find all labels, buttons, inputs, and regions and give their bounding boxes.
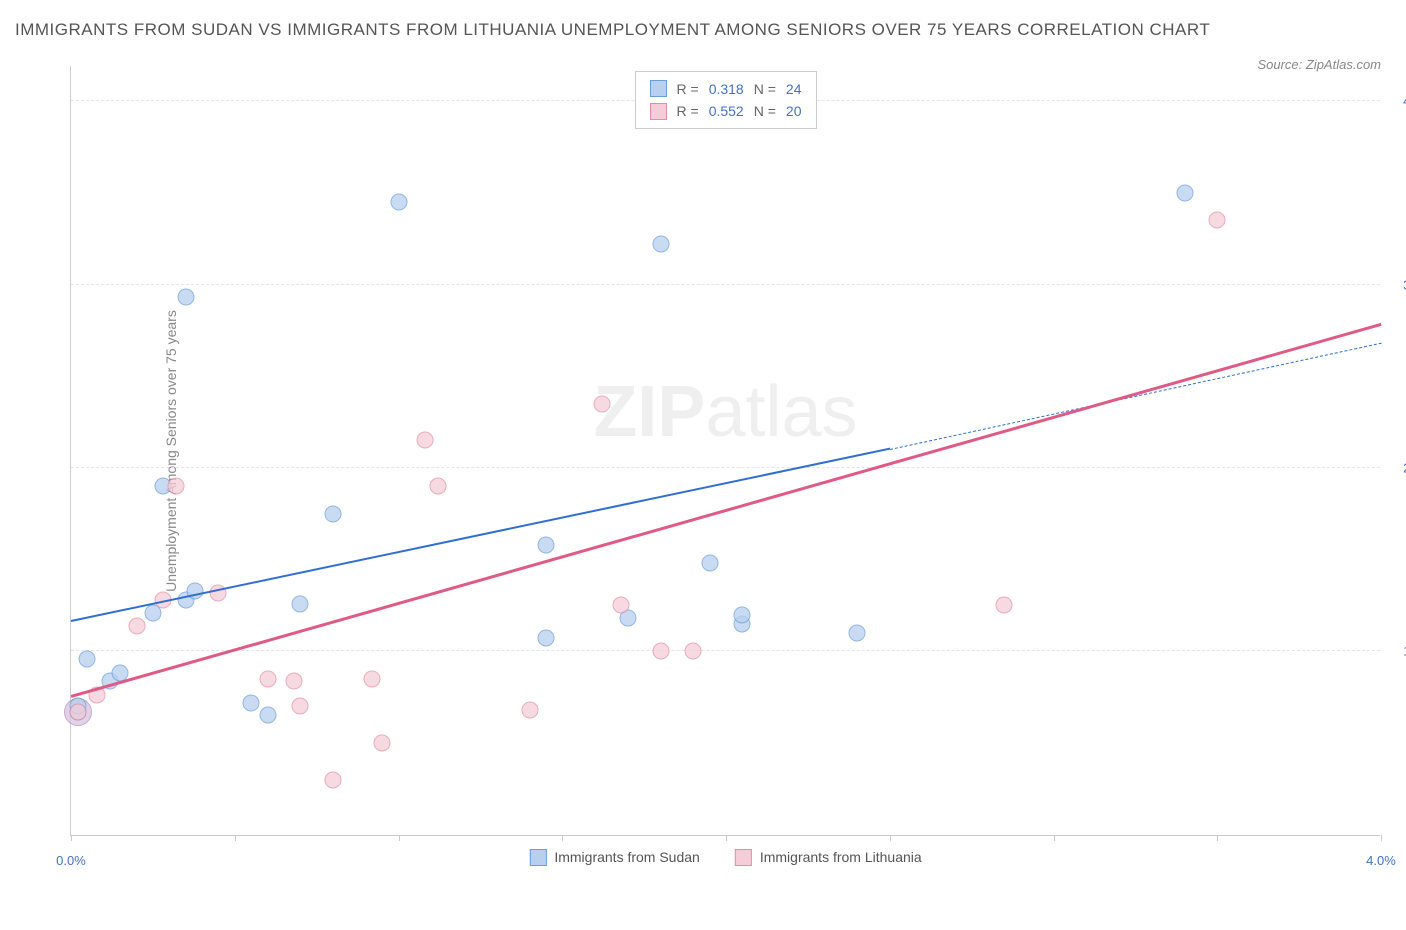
legend-swatch-sudan bbox=[529, 849, 546, 866]
scatter-point-sudan bbox=[79, 650, 96, 667]
scatter-point-lithuania bbox=[325, 771, 342, 788]
gridline-h bbox=[71, 650, 1380, 651]
trend-line bbox=[71, 448, 890, 622]
scatter-point-lithuania bbox=[613, 597, 630, 614]
x-tick bbox=[71, 835, 72, 841]
legend-stats-row: R = 0.318 N = 24 bbox=[650, 78, 802, 100]
x-tick bbox=[726, 835, 727, 841]
scatter-point-lithuania bbox=[429, 478, 446, 495]
legend-label: Immigrants from Lithuania bbox=[760, 849, 922, 865]
x-tick bbox=[1054, 835, 1055, 841]
scatter-point-lithuania bbox=[652, 643, 669, 660]
scatter-point-sudan bbox=[390, 194, 407, 211]
scatter-point-lithuania bbox=[521, 701, 538, 718]
legend-swatch-lithuania bbox=[650, 103, 667, 120]
n-value: 20 bbox=[786, 100, 802, 122]
watermark: ZIPatlas bbox=[593, 371, 857, 453]
scatter-point-sudan bbox=[292, 595, 309, 612]
legend-bottom: Immigrants from Sudan Immigrants from Li… bbox=[529, 849, 921, 866]
scatter-point-sudan bbox=[652, 236, 669, 253]
plot-area: ZIPatlas R = 0.318 N = 24 R = 0.552 N = … bbox=[70, 66, 1380, 836]
x-tick bbox=[1217, 835, 1218, 841]
scatter-point-sudan bbox=[701, 555, 718, 572]
legend-label: Immigrants from Sudan bbox=[554, 849, 700, 865]
r-value: 0.552 bbox=[709, 100, 744, 122]
scatter-point-lithuania bbox=[259, 670, 276, 687]
legend-item-lithuania: Immigrants from Lithuania bbox=[735, 849, 922, 866]
legend-item-sudan: Immigrants from Sudan bbox=[529, 849, 700, 866]
scatter-point-lithuania bbox=[69, 703, 86, 720]
scatter-point-sudan bbox=[177, 289, 194, 306]
plot-container: Unemployment Among Seniors over 75 years… bbox=[70, 66, 1391, 836]
n-label: N = bbox=[754, 100, 776, 122]
n-label: N = bbox=[754, 78, 776, 100]
scatter-point-lithuania bbox=[167, 478, 184, 495]
scatter-point-sudan bbox=[734, 606, 751, 623]
scatter-point-lithuania bbox=[685, 643, 702, 660]
trend-line bbox=[71, 322, 1382, 697]
x-tick bbox=[890, 835, 891, 841]
x-tick bbox=[399, 835, 400, 841]
n-value: 24 bbox=[786, 78, 802, 100]
legend-stats-row: R = 0.552 N = 20 bbox=[650, 100, 802, 122]
x-tick-label: 4.0% bbox=[1366, 853, 1396, 868]
correlation-chart: IMMIGRANTS FROM SUDAN VS IMMIGRANTS FROM… bbox=[15, 15, 1391, 836]
scatter-point-sudan bbox=[849, 624, 866, 641]
scatter-point-lithuania bbox=[593, 395, 610, 412]
r-value: 0.318 bbox=[709, 78, 744, 100]
scatter-point-lithuania bbox=[416, 432, 433, 449]
legend-swatch-sudan bbox=[650, 80, 667, 97]
gridline-h bbox=[71, 284, 1380, 285]
scatter-point-lithuania bbox=[128, 617, 145, 634]
scatter-point-lithuania bbox=[374, 734, 391, 751]
x-tick bbox=[1381, 835, 1382, 841]
x-tick-label: 0.0% bbox=[56, 853, 86, 868]
trend-line bbox=[890, 342, 1381, 449]
r-label: R = bbox=[677, 78, 699, 100]
scatter-point-lithuania bbox=[364, 670, 381, 687]
scatter-point-sudan bbox=[537, 536, 554, 553]
legend-swatch-lithuania bbox=[735, 849, 752, 866]
scatter-point-sudan bbox=[259, 707, 276, 724]
scatter-point-lithuania bbox=[996, 597, 1013, 614]
r-label: R = bbox=[677, 100, 699, 122]
x-tick bbox=[562, 835, 563, 841]
legend-stats: R = 0.318 N = 24 R = 0.552 N = 20 bbox=[635, 71, 817, 130]
scatter-point-sudan bbox=[1176, 184, 1193, 201]
scatter-point-sudan bbox=[325, 505, 342, 522]
scatter-point-lithuania bbox=[292, 698, 309, 715]
scatter-point-lithuania bbox=[1209, 212, 1226, 229]
scatter-point-sudan bbox=[537, 630, 554, 647]
scatter-point-lithuania bbox=[285, 672, 302, 689]
scatter-point-sudan bbox=[243, 694, 260, 711]
chart-title: IMMIGRANTS FROM SUDAN VS IMMIGRANTS FROM… bbox=[15, 15, 1391, 46]
x-tick bbox=[235, 835, 236, 841]
gridline-h bbox=[71, 467, 1380, 468]
